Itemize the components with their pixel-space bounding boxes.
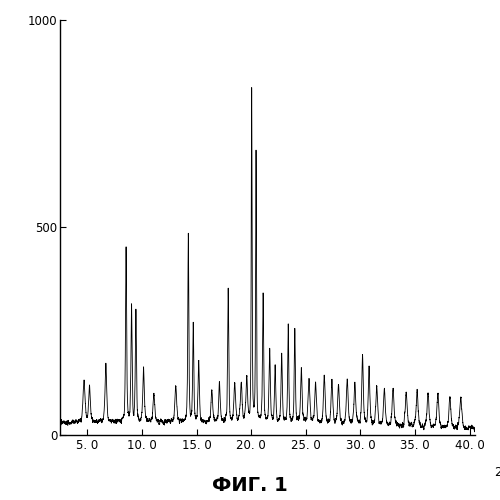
Text: 2θ: 2θ — [494, 466, 500, 478]
Text: ФИГ. 1: ФИГ. 1 — [212, 476, 288, 495]
